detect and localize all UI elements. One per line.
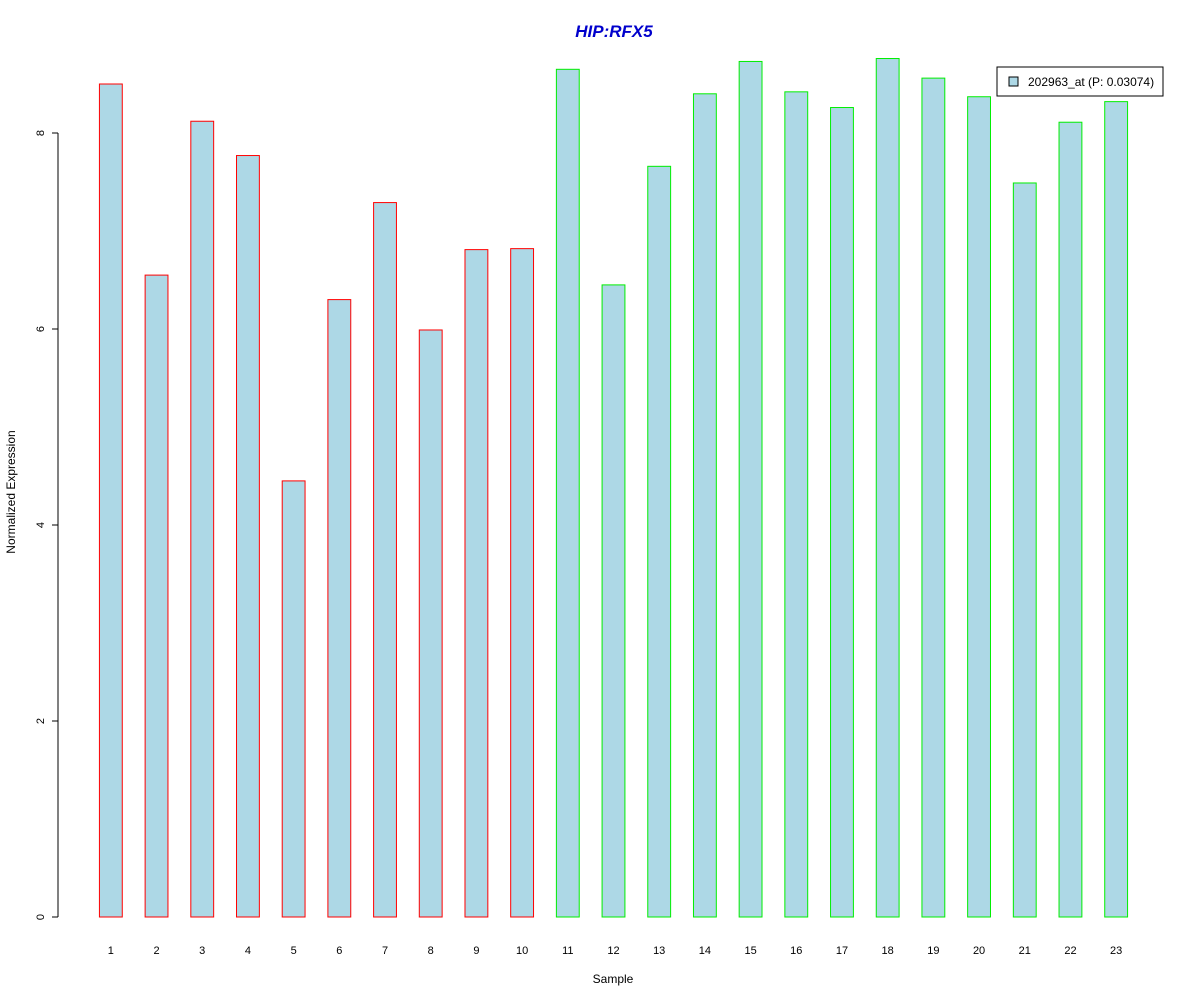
x-tick-label: 19 [927,945,939,957]
x-tick-label: 8 [428,945,434,957]
bars-group [98,58,1129,918]
y-tick-label: 8 [35,130,47,136]
legend-box [996,66,1164,97]
bar-sample-11 [555,68,580,918]
legend-label: 202963_at (P: 0.03074) [1028,75,1154,89]
bar-sample-14 [692,93,717,918]
x-tick-label: 20 [973,945,985,957]
bar-sample-13 [647,165,672,918]
x-tick-label: 17 [836,945,848,957]
bar-sample-15 [738,60,763,918]
x-tick-label: 11 [562,945,573,957]
bar-sample-21 [1012,182,1037,918]
chart-title: HIP:RFX5 [575,22,653,41]
y-tick-label: 4 [35,522,47,528]
x-tick-label: 18 [882,945,894,957]
x-tick-label: 10 [516,945,528,957]
y-tick-label: 6 [35,326,47,332]
x-tick-label: 14 [699,945,711,957]
bar-sample-20 [967,96,991,918]
x-tick-label: 5 [291,945,297,957]
y-tick-label: 0 [35,914,47,920]
bar-sample-12 [601,284,626,918]
legend: 202963_at (P: 0.03074) [996,66,1164,97]
bar-sample-17 [830,107,854,918]
x-tick-label: 1 [108,945,114,957]
legend-swatch [1008,76,1019,87]
bar-sample-16 [784,91,809,918]
x-tick-label: 3 [199,945,205,957]
y-axis: 0 2 4 6 8 [35,130,59,920]
bar-sample-22 [1058,121,1083,918]
bar-sample-5 [281,480,306,918]
bar-sample-8 [418,329,443,918]
x-tick-label: 15 [744,945,756,957]
x-tick-label: 16 [790,945,802,957]
x-tick-label: 13 [653,945,665,957]
bar-sample-2 [144,274,169,918]
x-tick-label: 6 [336,945,342,957]
x-tick-label: 4 [245,945,251,957]
x-tick-labels: 1 2 3 4 5 6 7 8 9 10 11 12 13 14 15 16 17 18 19 20 21 22 23 [108,945,1122,957]
bar-sample-10 [510,248,535,918]
y-tick-label: 2 [35,718,47,724]
x-tick-label: 9 [473,945,479,957]
bar-sample-23 [1104,101,1129,918]
bar-sample-7 [373,202,397,918]
x-tick-label: 7 [382,945,388,957]
x-axis-title: Sample [593,972,634,986]
y-axis-title: Normalized Expression [4,430,18,553]
bar-sample-1 [98,83,123,918]
x-tick-label: 21 [1019,945,1031,957]
x-tick-label: 12 [607,945,619,957]
bar-sample-3 [190,120,215,918]
bar-sample-9 [464,249,489,918]
bar-sample-19 [921,77,946,918]
bar-sample-6 [327,299,352,918]
x-tick-label: 22 [1064,945,1076,957]
x-tick-label: 23 [1110,945,1122,957]
bar-sample-18 [875,58,900,918]
x-tick-label: 2 [153,945,159,957]
bar-sample-4 [236,155,260,918]
